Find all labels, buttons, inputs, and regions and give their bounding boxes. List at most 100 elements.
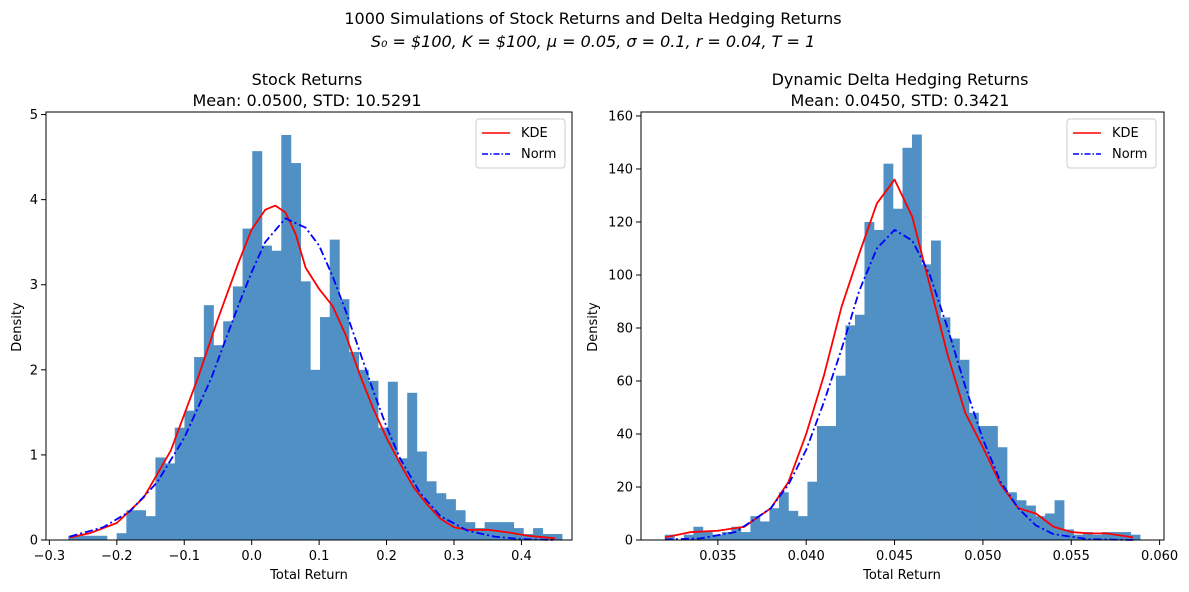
x-tick-label: −0.2	[101, 549, 133, 564]
histogram-bars	[664, 134, 1141, 541]
histogram-bar	[769, 508, 780, 540]
legend-kde-label: KDE	[1112, 126, 1139, 141]
histogram-bar	[261, 245, 272, 540]
axes-frame	[45, 111, 573, 541]
density-lines	[69, 204, 556, 541]
histogram-bar	[126, 510, 137, 540]
delta-hedging-chart: Dynamic Delta Hedging Returns Mean: 0.04…	[586, 70, 1178, 583]
x-axis-label: Total Return	[269, 568, 348, 583]
histogram-bar	[864, 221, 875, 541]
chart-title-line2: Mean: 0.0450, STD: 0.3421	[791, 91, 1010, 110]
histogram-bar	[693, 526, 704, 540]
histogram-bar	[759, 521, 770, 540]
legend-norm-label: Norm	[1112, 147, 1147, 162]
x-tick-label: 0.045	[876, 549, 913, 564]
histogram-bar	[835, 375, 846, 540]
histogram-bar	[797, 516, 808, 540]
histogram-bar	[533, 528, 544, 540]
histogram-bar	[174, 427, 185, 540]
x-tick-label: 0.2	[376, 549, 397, 564]
y-tick-label: 5	[30, 108, 38, 123]
x-tick-label: −0.1	[168, 549, 200, 564]
histogram-bar	[232, 286, 243, 540]
histogram-bar	[1007, 492, 1017, 540]
histogram-bar	[721, 532, 732, 540]
histogram-bar	[165, 463, 176, 540]
histogram-bar	[959, 359, 970, 540]
histogram-bar	[1045, 513, 1055, 540]
y-tick-label: 2	[30, 363, 38, 378]
histogram-bar	[368, 380, 379, 540]
x-tick-label: 0.050	[964, 549, 1001, 564]
histogram-bar	[339, 299, 350, 540]
histogram-bar	[740, 532, 751, 540]
suptitle-line2: S₀ = $100, K = $100, μ = 0.05, σ = 0.1, …	[371, 32, 815, 51]
chart-title-line1: Dynamic Delta Hedging Returns	[772, 70, 1029, 89]
histogram-bar	[1111, 532, 1122, 540]
axes-frame	[640, 111, 1165, 541]
histogram-bar	[969, 412, 979, 540]
histogram-bar	[436, 493, 447, 540]
histogram-bar	[407, 392, 418, 540]
histogram-bar	[902, 147, 913, 540]
legend-norm-label: Norm	[521, 147, 556, 162]
histogram-bar	[523, 534, 534, 540]
histogram-bar	[997, 447, 1008, 540]
histogram-bar	[116, 533, 127, 540]
x-tick-label: −0.3	[34, 549, 66, 564]
histogram-bar	[912, 134, 922, 540]
y-tick-label: 100	[608, 268, 633, 283]
y-tick-label: 0	[30, 534, 38, 549]
histogram-bar	[455, 510, 466, 540]
histogram-bar	[988, 426, 998, 540]
histogram-bar	[816, 426, 827, 540]
y-tick-label: 80	[616, 321, 633, 336]
legend: KDE Norm	[475, 118, 566, 169]
x-tick-label: 0.0	[241, 549, 262, 564]
plot-area-border	[640, 111, 1165, 541]
histogram-bar	[854, 314, 865, 540]
histogram-bar	[320, 317, 331, 540]
histogram-bar	[552, 534, 563, 540]
legend-frame	[1066, 118, 1157, 169]
histogram-bar	[807, 481, 818, 540]
histogram-bar	[290, 163, 301, 541]
histogram-bar	[223, 321, 234, 540]
legend-frame	[475, 118, 566, 169]
plot-area-border	[45, 111, 573, 541]
histogram-bar	[504, 522, 514, 540]
histogram-bar	[252, 151, 263, 540]
histogram-bar	[1016, 500, 1027, 540]
histogram-bar	[1083, 532, 1093, 540]
histogram-bar	[378, 427, 389, 540]
y-tick-label: 20	[616, 480, 633, 495]
histogram-bar	[731, 526, 742, 540]
histogram-bar	[750, 516, 761, 540]
y-axis-label: Density	[10, 302, 25, 352]
histogram-bar	[184, 410, 195, 540]
histogram-bar	[349, 351, 360, 540]
y-tick-label: 120	[608, 215, 633, 230]
y-tick-label: 40	[616, 427, 633, 442]
histogram-bar	[826, 426, 837, 540]
histogram-bar	[940, 317, 951, 540]
density-lines	[664, 178, 1134, 541]
y-tick-label: 60	[616, 374, 633, 389]
histogram-bar	[484, 522, 495, 540]
x-tick-label: 0.3	[444, 549, 465, 564]
kde-curve	[69, 204, 556, 540]
histogram-bar	[1064, 529, 1074, 540]
histogram-bar	[931, 240, 941, 540]
histogram-bar	[68, 535, 79, 540]
y-axis-ticks: 0 20 40 60 80 100 120 140 160	[608, 109, 641, 549]
histogram-bar	[465, 522, 476, 540]
histogram-bar	[788, 510, 799, 540]
histogram-bar	[300, 281, 311, 540]
histogram-bar	[194, 357, 205, 540]
legend: KDE Norm	[1066, 118, 1157, 169]
x-tick-label: 0.060	[1141, 549, 1178, 564]
histogram-bars	[68, 134, 563, 541]
y-axis-label: Density	[586, 302, 601, 352]
x-axis-label: Total Return	[862, 568, 941, 583]
